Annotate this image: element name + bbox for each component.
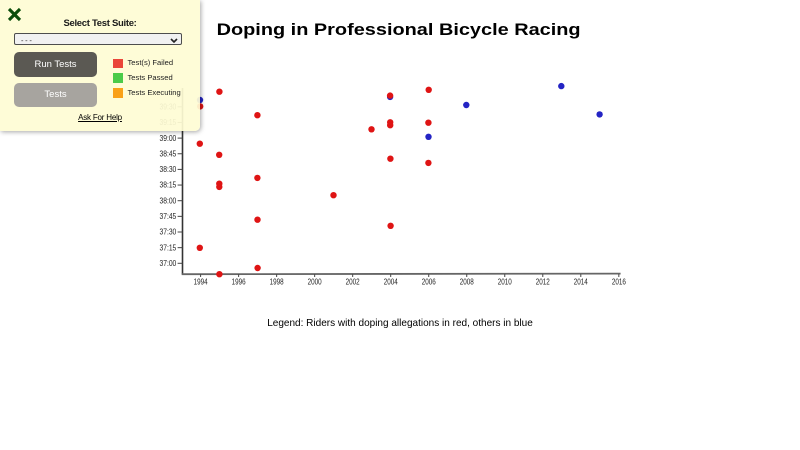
svg-text:2002: 2002 — [346, 277, 360, 286]
svg-text:1998: 1998 — [270, 277, 284, 286]
svg-text:2010: 2010 — [498, 277, 512, 286]
svg-text:2000: 2000 — [308, 277, 322, 286]
svg-text:37:30: 37:30 — [160, 228, 177, 237]
svg-text:38:45: 38:45 — [160, 149, 177, 158]
svg-text:2012: 2012 — [536, 277, 550, 286]
svg-text:37:15: 37:15 — [160, 243, 177, 252]
svg-text:2014: 2014 — [574, 277, 588, 286]
svg-text:37:45: 37:45 — [160, 212, 177, 221]
svg-text:1996: 1996 — [232, 277, 246, 286]
svg-text:2004: 2004 — [384, 277, 398, 286]
svg-text:Legend: Riders with doping all: Legend: Riders with doping allegations i… — [267, 318, 533, 329]
svg-text:38:00: 38:00 — [160, 196, 177, 205]
svg-text:37:00: 37:00 — [160, 259, 177, 268]
svg-text:38:30: 38:30 — [160, 165, 177, 174]
svg-text:Doping in Professional Bicycle: Doping in Professional Bicycle Racing — [217, 21, 581, 39]
svg-text:39:00: 39:00 — [160, 134, 177, 143]
svg-text:1994: 1994 — [194, 277, 208, 286]
svg-text:2006: 2006 — [422, 277, 436, 286]
svg-text:38:15: 38:15 — [160, 181, 177, 190]
svg-text:2016: 2016 — [612, 277, 626, 286]
svg-text:2008: 2008 — [460, 277, 474, 286]
